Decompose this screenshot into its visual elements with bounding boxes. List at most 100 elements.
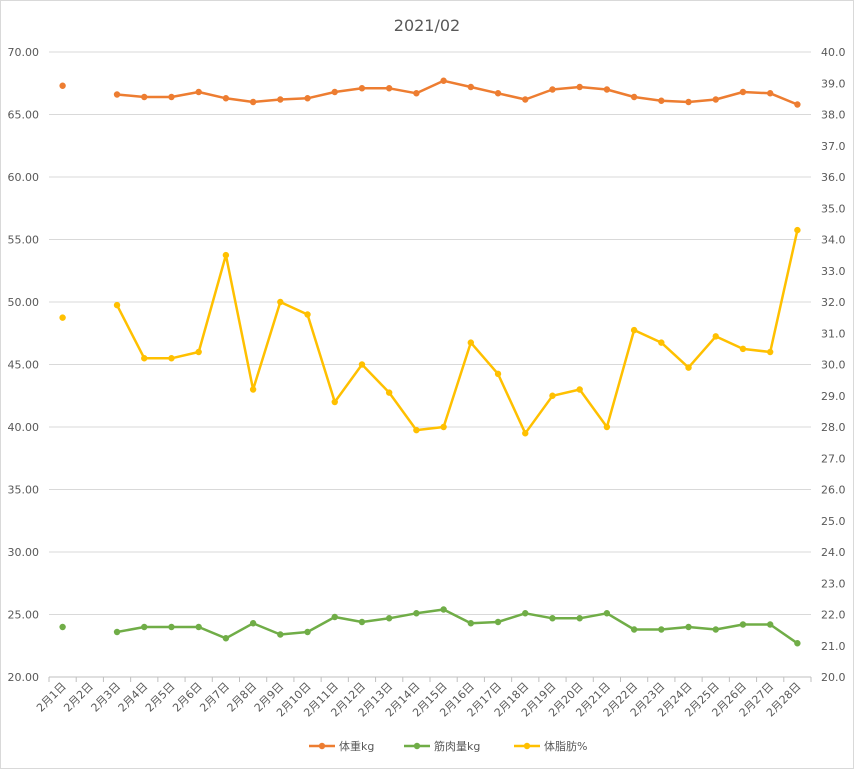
data-point xyxy=(331,88,338,96)
left-tick-label: 30.00 xyxy=(8,546,40,559)
right-tick-label: 28.0 xyxy=(821,421,846,434)
data-point xyxy=(59,314,66,321)
data-point xyxy=(712,333,719,340)
data-point xyxy=(794,226,801,234)
data-point xyxy=(358,361,366,368)
data-point xyxy=(249,620,257,627)
data-point xyxy=(413,426,420,434)
data-point xyxy=(195,88,202,96)
left-tick-label: 50.00 xyxy=(8,296,40,309)
data-point xyxy=(658,626,665,633)
data-point xyxy=(113,301,121,309)
data-point xyxy=(576,83,583,91)
data-point xyxy=(222,251,230,259)
series-line xyxy=(115,228,799,435)
gridlines xyxy=(49,51,811,678)
legend-label: 体脂肪% xyxy=(544,739,587,753)
chart-title: 2021/02 xyxy=(394,16,460,35)
left-tick-label: 55.00 xyxy=(8,234,40,247)
data-point xyxy=(549,392,556,399)
legend: 体重kg 筋肉量kg 体脂肪% xyxy=(309,739,587,753)
data-point xyxy=(603,423,611,431)
data-point xyxy=(413,610,420,617)
data-point xyxy=(630,326,638,334)
left-tick-label: 20.00 xyxy=(8,671,40,684)
data-point xyxy=(658,97,665,104)
data-point xyxy=(59,623,66,631)
right-tick-label: 30.0 xyxy=(821,359,846,372)
data-point xyxy=(549,615,556,622)
right-tick-label: 26.0 xyxy=(821,484,846,497)
series-layer xyxy=(59,77,801,647)
data-point xyxy=(385,615,393,622)
left-tick-label: 35.00 xyxy=(8,484,40,497)
right-tick-label: 21.0 xyxy=(821,640,846,653)
data-point xyxy=(739,88,747,96)
data-point xyxy=(195,348,202,356)
left-tick-label: 65.00 xyxy=(8,109,40,122)
right-tick-label: 25.0 xyxy=(821,515,846,528)
series-筋肉量kg xyxy=(59,606,801,647)
data-point xyxy=(331,613,338,621)
data-point xyxy=(685,364,692,371)
data-point xyxy=(304,311,311,318)
data-point xyxy=(494,90,502,97)
left-tick-label: 70.00 xyxy=(8,46,40,59)
data-point xyxy=(794,640,801,647)
right-tick-label: 35.0 xyxy=(821,202,846,215)
x-axis: 2月1日2月2日2月3日2月4日2月5日2月6日2月7日2月8日2月9日2月10… xyxy=(34,676,812,720)
x-tick-label: 2月7日 xyxy=(197,680,232,715)
data-point xyxy=(304,95,311,102)
right-tick-label: 23.0 xyxy=(821,577,846,590)
data-point xyxy=(630,626,638,633)
data-point xyxy=(766,90,774,97)
legend-swatch-marker xyxy=(318,742,326,750)
data-point xyxy=(277,298,284,306)
data-point xyxy=(222,95,230,102)
x-tick-label: 2月1日 xyxy=(34,680,69,715)
data-point xyxy=(467,620,475,627)
x-tick-label: 2月5日 xyxy=(143,680,178,715)
data-point xyxy=(766,348,774,356)
legend-item: 体脂肪% xyxy=(514,739,587,753)
legend-swatch-marker xyxy=(523,742,531,750)
data-point xyxy=(712,96,719,103)
left-tick-label: 25.00 xyxy=(8,609,40,622)
data-point xyxy=(739,345,747,353)
data-point xyxy=(766,621,774,628)
right-tick-label: 20.0 xyxy=(821,671,846,684)
data-point xyxy=(249,386,257,393)
x-tick-label: 2月8日 xyxy=(225,680,260,715)
right-tick-label: 36.0 xyxy=(821,171,846,184)
right-tick-label: 29.0 xyxy=(821,390,846,403)
data-point xyxy=(195,623,202,631)
legend-label: 体重kg xyxy=(339,739,374,753)
data-point xyxy=(249,98,257,106)
data-point xyxy=(685,98,692,106)
x-tick-label: 2月6日 xyxy=(170,680,205,715)
right-tick-label: 31.0 xyxy=(821,327,846,340)
legend-label: 筋肉量kg xyxy=(434,739,480,753)
data-point xyxy=(358,85,366,92)
data-point xyxy=(113,628,121,636)
data-point xyxy=(168,93,175,101)
series-体重kg xyxy=(59,77,801,108)
data-point xyxy=(168,623,175,631)
data-point xyxy=(576,386,583,393)
left-tick-label: 40.00 xyxy=(8,421,40,434)
data-point xyxy=(685,623,692,631)
data-point xyxy=(385,85,393,92)
right-tick-label: 27.0 xyxy=(821,452,846,465)
data-point xyxy=(440,423,447,431)
legend-swatch-marker xyxy=(413,742,421,750)
right-tick-label: 33.0 xyxy=(821,265,846,278)
data-point xyxy=(277,631,284,638)
data-point xyxy=(576,615,583,622)
data-point xyxy=(331,398,338,406)
data-point xyxy=(440,606,447,613)
data-point xyxy=(603,86,611,93)
data-point xyxy=(277,96,284,103)
data-point xyxy=(549,86,556,93)
